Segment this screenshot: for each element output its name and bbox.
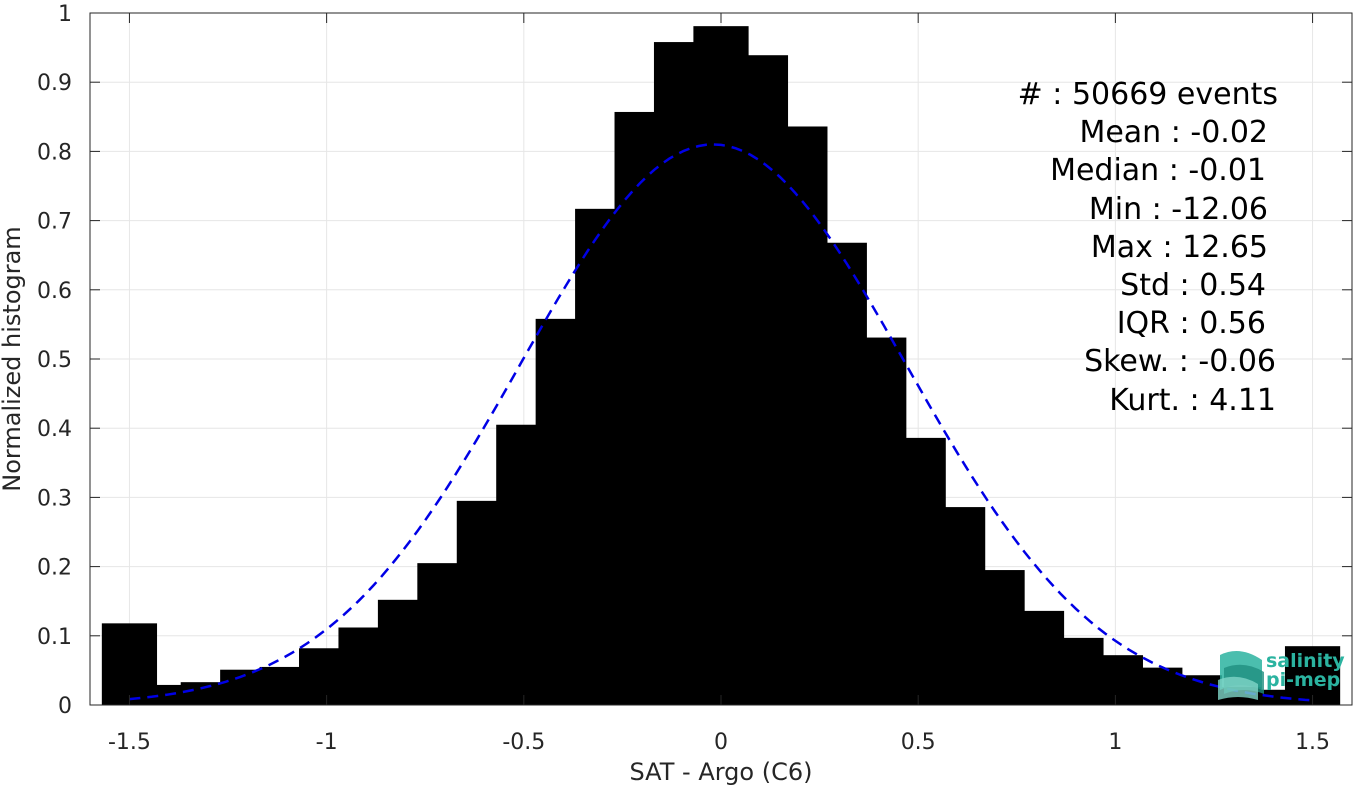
x-tick-label: 0.5 (901, 730, 936, 755)
y-tick-label: 0.2 (37, 556, 72, 581)
y-tick-label: 0.9 (37, 71, 72, 96)
gaussian-fit-curve (129, 143, 1313, 702)
x-axis-ticks: -1.5 -1 -0.5 0 0.5 1 1.5 (108, 13, 1330, 755)
histogram-bars (101, 26, 1341, 706)
y-tick-label: 0.3 (37, 486, 72, 511)
y-tick-label: 0.8 (37, 140, 72, 165)
stat-count: # : 50669 events (1018, 77, 1278, 112)
stat-kurt: Kurt. : 4.11 (1109, 383, 1276, 418)
logo-text-pimep: pi-mep (1266, 669, 1340, 691)
x-tick-label: -1.5 (108, 730, 151, 755)
wave-logo-icon (1218, 651, 1264, 700)
y-tick-label: 0 (58, 694, 72, 719)
stat-median: Median : -0.01 (1050, 153, 1266, 188)
x-tick-label: -0.5 (502, 730, 545, 755)
stat-std: Std : 0.54 (1120, 268, 1266, 303)
x-tick-label: 1.5 (1295, 730, 1330, 755)
y-tick-label: 1 (58, 2, 72, 27)
stat-min: Min : -12.06 (1089, 192, 1268, 227)
stats-box: # : 50669 events Mean : -0.02 Median : -… (1018, 77, 1278, 418)
y-tick-label: 0.6 (37, 279, 72, 304)
y-axis-ticks: 0 0.1 0.2 0.3 0.4 0.5 0.6 0.7 0.8 0.9 1 (37, 2, 1352, 719)
y-tick-label: 0.4 (37, 417, 72, 442)
y-tick-label: 0.1 (37, 625, 72, 650)
x-tick-label: 1 (1108, 730, 1122, 755)
y-axis-label: Normalized histogram (0, 226, 26, 491)
stat-mean: Mean : -0.02 (1079, 115, 1268, 150)
stat-skew: Skew. : -0.06 (1084, 344, 1276, 379)
x-tick-label: 0 (714, 730, 728, 755)
stat-max: Max : 12.65 (1091, 230, 1268, 265)
y-tick-label: 0.5 (37, 348, 72, 373)
y-tick-label: 0.7 (37, 210, 72, 235)
x-tick-label: -1 (316, 730, 338, 755)
logo-text-salinity: salinity (1266, 650, 1345, 672)
salinity-pimep-logo: salinity pi-mep (1218, 650, 1345, 700)
x-axis-label: SAT - Argo (C6) (630, 758, 813, 786)
stat-iqr: IQR : 0.56 (1117, 306, 1266, 341)
